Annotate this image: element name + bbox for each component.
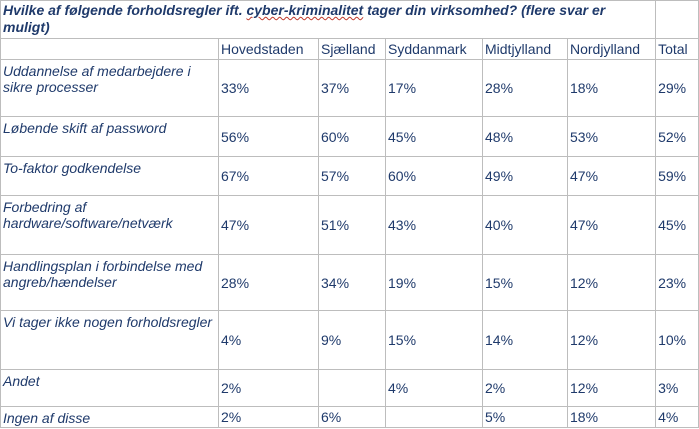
value-cell: 4% [218,310,319,370]
value-cell: 2% [218,406,319,428]
value-cell: 2% [482,369,568,407]
value-cell: 37% [318,59,386,117]
header-empty-cell [0,38,219,60]
col-header: Total [655,38,699,60]
value-cell: 34% [318,254,386,311]
value-cell: 18% [566,406,657,428]
value-cell: 15% [482,254,568,311]
col-header: Sjælland [318,38,386,60]
value-cell [385,406,483,428]
value-cell: 9% [318,310,386,370]
value-cell: 12% [566,369,657,407]
value-cell: 3% [655,369,699,407]
table-row: Vi tager ikke nogen forholdsregler 4% 9% 15… [0,310,699,370]
value-cell: 19% [385,254,483,311]
table-row: Handlingsplan i forbindelse med angreb/h… [0,254,699,311]
value-cell: 15% [385,310,483,370]
value-cell: 2% [218,369,319,407]
col-header: Syddanmark [385,38,483,60]
value-cell: 60% [385,156,483,196]
row-label: To-faktor godkendelse [0,156,219,196]
value-cell: 49% [482,156,568,196]
value-cell: 51% [318,195,386,255]
table-row: Løbende skift af password 56% 60% 45% 48% 53%… [0,116,699,157]
value-cell: 23% [655,254,699,311]
col-header: Hovedstaden [218,38,319,60]
value-cell: 52% [655,116,699,157]
value-cell: 56% [218,116,319,157]
row-label: Forbedring af hardware/software/netværk [0,195,219,255]
question-prefix: Hvilke af følgende forholdsregler ift. [3,2,247,18]
value-cell: 29% [655,59,699,117]
value-cell: 40% [482,195,568,255]
row-label: Ingen af disse [0,406,219,428]
row-label: Vi tager ikke nogen forholdsregler [0,310,219,370]
value-cell: 45% [385,116,483,157]
question-cell: Hvilke af følgende forholdsregler ift. c… [0,0,657,39]
question-row: Hvilke af følgende forholdsregler ift. c… [0,0,699,39]
value-cell: 48% [482,116,568,157]
table-row: Ingen af disse 2% 6% 5% 18% 4% [0,406,699,428]
row-label: Handlingsplan i forbindelse med angreb/h… [0,254,219,311]
value-cell: 43% [385,195,483,255]
value-cell [318,369,386,407]
row-label: Uddannelse af medarbejdere i sikre proce… [0,59,219,117]
table-row: Andet 2% 4% 2% 12% 3% [0,369,699,407]
value-cell: 12% [566,254,657,311]
value-cell: 6% [318,406,386,428]
value-cell: 53% [566,116,657,157]
value-cell: 28% [218,254,319,311]
spellcheck-word: cyber-kriminalitet [246,2,364,18]
value-cell: 18% [566,59,657,117]
value-cell: 5% [482,406,568,428]
value-cell: 4% [655,406,699,428]
value-cell: 59% [655,156,699,196]
question-suffix: tager din virksomhed? (flere svar er mul… [3,2,606,35]
table-row: Uddannelse af medarbejdere i sikre proce… [0,59,699,117]
header-row: Hovedstaden Sjælland Syddanmark Midtjyll… [0,38,699,60]
value-cell: 47% [566,156,657,196]
value-cell: 60% [318,116,386,157]
col-header: Midtjylland [482,38,568,60]
value-cell: 4% [385,369,483,407]
value-cell: 10% [655,310,699,370]
value-cell: 28% [482,59,568,117]
value-cell: 45% [655,195,699,255]
value-cell: 33% [218,59,319,117]
value-cell: 57% [318,156,386,196]
value-cell: 12% [566,310,657,370]
corner-cell [655,0,699,39]
value-cell: 17% [385,59,483,117]
value-cell: 47% [218,195,319,255]
row-label: Andet [0,369,219,407]
value-cell: 14% [482,310,568,370]
table-row: To-faktor godkendelse 67% 57% 60% 49% 47% 59% [0,156,699,196]
row-label: Løbende skift af password [0,116,219,157]
col-header: Nordjylland [566,38,657,60]
value-cell: 47% [566,195,657,255]
value-cell: 67% [218,156,319,196]
table-row: Forbedring af hardware/software/netværk 4… [0,195,699,255]
